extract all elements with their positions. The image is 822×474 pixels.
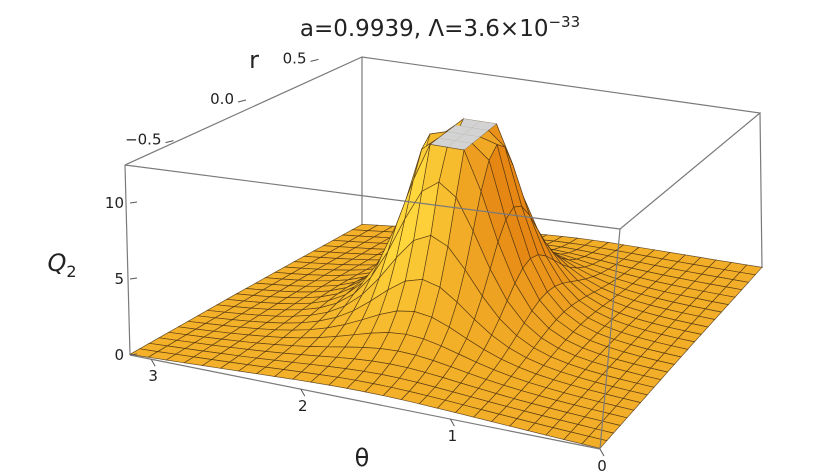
r-tick-label: −0.5 — [125, 131, 161, 149]
r-tick-mark — [165, 140, 174, 144]
r-axis-label: r — [249, 46, 259, 74]
q-tick-label: 5 — [114, 270, 124, 288]
q-axis-label-sub: 2 — [66, 262, 76, 281]
theta-tick-label: 0 — [597, 457, 607, 474]
theta-tick-mark — [300, 388, 306, 397]
chart-title-main: a=0.9939, Λ=3.6×10 — [300, 16, 549, 42]
q-tick-label: 0 — [114, 346, 124, 364]
q-tick-mark — [129, 277, 138, 280]
surface-mesh — [128, 117, 763, 449]
q-tick-mark — [129, 353, 138, 356]
chart-title-exponent: −33 — [548, 13, 580, 31]
q-tick-label: 10 — [105, 194, 124, 212]
theta-tick-mark — [449, 418, 455, 427]
q-tick-mark — [129, 201, 138, 204]
r-tick-label: 0.0 — [210, 90, 234, 108]
theta-axis-label: θ — [355, 444, 370, 472]
chart-title: a=0.9939, Λ=3.6×10−33 — [300, 13, 580, 42]
r-tick-mark — [310, 58, 319, 62]
theta-tick-mark — [150, 358, 156, 367]
plot-box-front — [124, 164, 621, 450]
theta-tick-mark — [599, 448, 605, 457]
r-tick-mark — [237, 99, 247, 103]
plot-box-back — [124, 56, 763, 269]
q-axis-label-main: Q — [47, 249, 66, 277]
r-tick-label: 0.5 — [283, 49, 307, 67]
surface-patch — [128, 348, 159, 358]
theta-tick-label: 2 — [298, 397, 308, 415]
theta-tick-label: 3 — [148, 367, 158, 385]
theta-tick-label: 1 — [448, 427, 458, 445]
q-axis-label: Q2 — [47, 249, 76, 281]
